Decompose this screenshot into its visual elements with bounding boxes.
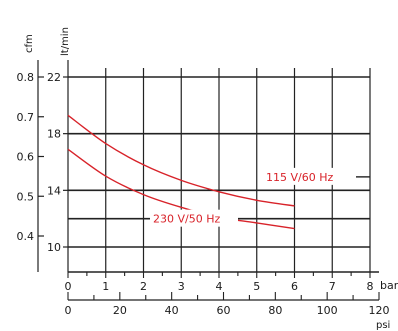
bar-axis-unit: bar — [380, 279, 398, 292]
psi-tick-label: 40 — [165, 304, 179, 317]
bar-tick-label: 5 — [253, 280, 260, 293]
bar-tick-label: 7 — [329, 280, 336, 293]
lt-min-tick-label: 22 — [47, 71, 61, 84]
series-115v-curve — [67, 114, 295, 207]
psi-tick-label: 0 — [65, 304, 72, 317]
cfm-tick-label: 0.8 — [17, 71, 35, 84]
series-115v-label: 115 V/60 Hz — [266, 171, 333, 184]
series-230v-curve — [67, 148, 295, 230]
bar-tick-label: 1 — [102, 280, 109, 293]
axes — [37, 60, 380, 301]
lt-min-tick-label: 14 — [47, 184, 61, 197]
series-230v-label: 230 V/50 Hz — [153, 213, 220, 226]
bar-tick-label: 8 — [367, 280, 374, 293]
series-115v-label-bg — [262, 167, 355, 185]
bar-tick-label: 2 — [140, 280, 147, 293]
cfm-axis-unit: cfm — [24, 34, 35, 53]
psi-tick-label: 80 — [268, 304, 282, 317]
psi-tick-label: 20 — [113, 304, 127, 317]
series-230v-label-bg — [150, 209, 238, 227]
bar-tick-label: 6 — [291, 280, 298, 293]
bar-tick-label: 4 — [216, 280, 223, 293]
series-group — [67, 114, 295, 230]
lt-min-axis-unit: lt/min — [60, 27, 71, 56]
psi-tick-label: 120 — [369, 304, 390, 317]
cfm-tick-label: 0.4 — [17, 230, 35, 243]
psi-tick-label: 100 — [317, 304, 338, 317]
cfm-tick-label: 0.7 — [17, 111, 35, 124]
cfm-tick-label: 0.5 — [17, 190, 35, 203]
bar-tick-label: 0 — [65, 280, 72, 293]
psi-tick-label: 60 — [217, 304, 231, 317]
lt-min-tick-label: 18 — [47, 128, 61, 141]
lt-min-tick-label: 10 — [47, 241, 61, 254]
cfm-tick-label: 0.6 — [17, 151, 35, 164]
psi-axis-unit: psi — [376, 320, 390, 331]
bar-tick-label: 3 — [178, 280, 185, 293]
